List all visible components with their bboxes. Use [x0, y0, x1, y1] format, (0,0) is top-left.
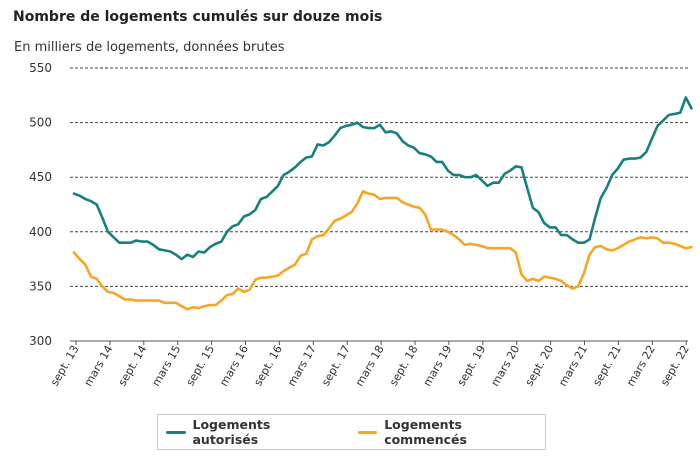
x-tick-label: mars 18 [353, 343, 387, 389]
legend-swatch-commences [357, 430, 378, 434]
legend-label-autorises: Logements autorisés [192, 417, 271, 447]
chart-subtitle: En milliers de logements, données brutes [14, 40, 285, 55]
chart-title: Nombre de logements cumulés sur douze mo… [13, 9, 383, 25]
grid-lines [70, 67, 688, 342]
x-tick-label: mars 21 [556, 343, 590, 389]
legend-item-commences[interactable]: Logements commencés [357, 417, 545, 447]
x-tick-label: mars 22 [624, 343, 658, 389]
x-tick-label: mars 15 [149, 343, 183, 389]
y-tick-label: 450 [29, 170, 52, 184]
series-line-commences[interactable] [72, 190, 693, 311]
y-tick-label: 300 [29, 334, 52, 348]
x-tick-label: sept. 13 [48, 343, 82, 388]
x-tick-label: mars 14 [82, 343, 116, 389]
legend-swatch-autorises [166, 430, 186, 434]
x-tick-label: sept. 17 [319, 343, 353, 388]
y-tick-label: 500 [29, 116, 52, 130]
x-tick-label: sept. 18 [387, 343, 421, 388]
legend-label-commences: Logements commencés [384, 417, 467, 447]
y-tick-label: 350 [29, 279, 52, 293]
series-lines [72, 96, 693, 311]
x-tick-label: sept. 20 [523, 343, 557, 388]
x-tick-label: mars 19 [421, 343, 455, 389]
legend-item-autorises[interactable]: Logements autorisés [166, 417, 337, 447]
y-axis-ticks: 300 350 400 450 500 550 [29, 61, 52, 348]
legend: Logements autorisés Logements commencés [157, 414, 546, 450]
y-tick-label: 550 [29, 61, 52, 75]
x-tick-label: sept. 21 [590, 343, 624, 388]
x-tick-label: mars 17 [285, 343, 319, 389]
x-tick-label: sept. 15 [184, 343, 218, 388]
x-tick-label: sept. 16 [251, 343, 285, 388]
x-tick-label: mars 16 [217, 343, 251, 389]
series-line-autorises[interactable] [72, 96, 693, 261]
y-tick-label: 400 [29, 225, 52, 239]
x-tick-label: sept. 14 [116, 343, 150, 388]
x-tick-label: sept. 22 [658, 343, 692, 388]
x-tick-label: sept. 19 [455, 343, 489, 388]
x-axis-ticks: sept. 13 mars 14 sept. 14 mars 15 sept. 15 ma… [48, 341, 692, 389]
x-tick-label: mars 20 [488, 343, 522, 389]
